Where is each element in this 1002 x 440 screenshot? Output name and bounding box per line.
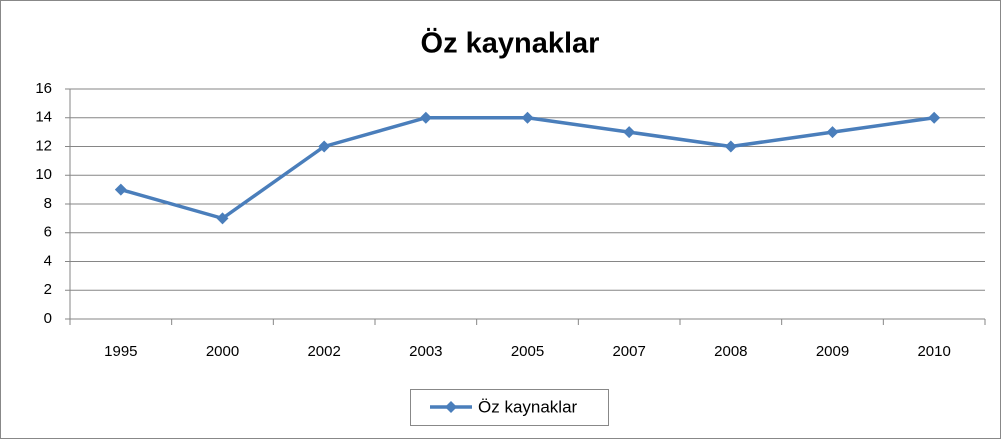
x-tick-label: 2000 bbox=[206, 343, 239, 360]
data-point bbox=[216, 212, 229, 225]
x-tick-label: 2008 bbox=[714, 343, 747, 360]
data-point bbox=[114, 183, 127, 196]
chart-title: Öz kaynaklar bbox=[421, 27, 600, 60]
y-tick-label: 4 bbox=[44, 252, 52, 269]
data-point bbox=[928, 111, 941, 124]
x-tick-label: 2010 bbox=[917, 343, 950, 360]
data-point bbox=[318, 140, 331, 153]
x-tick-label: 2002 bbox=[307, 343, 340, 360]
legend-marker bbox=[445, 401, 457, 413]
y-tick-label: 14 bbox=[35, 109, 52, 126]
x-tick-label: 2003 bbox=[409, 343, 442, 360]
x-tick-label: 1995 bbox=[104, 343, 137, 360]
y-tick-label: 8 bbox=[44, 195, 52, 212]
y-tick-label: 16 bbox=[35, 80, 52, 97]
y-tick-label: 0 bbox=[44, 310, 52, 327]
x-tick-label: 2007 bbox=[612, 343, 645, 360]
data-point bbox=[521, 111, 534, 124]
legend-label: Öz kaynaklar bbox=[478, 397, 578, 416]
y-tick-label: 6 bbox=[44, 224, 52, 241]
x-tick-label: 2005 bbox=[511, 343, 544, 360]
y-tick-label: 10 bbox=[35, 166, 52, 183]
data-point bbox=[826, 126, 839, 139]
data-point bbox=[724, 140, 737, 153]
x-tick-label: 2009 bbox=[816, 343, 849, 360]
y-tick-label: 2 bbox=[44, 281, 52, 298]
y-tick-label: 12 bbox=[35, 137, 52, 154]
data-point bbox=[419, 111, 432, 124]
data-point bbox=[623, 126, 636, 139]
